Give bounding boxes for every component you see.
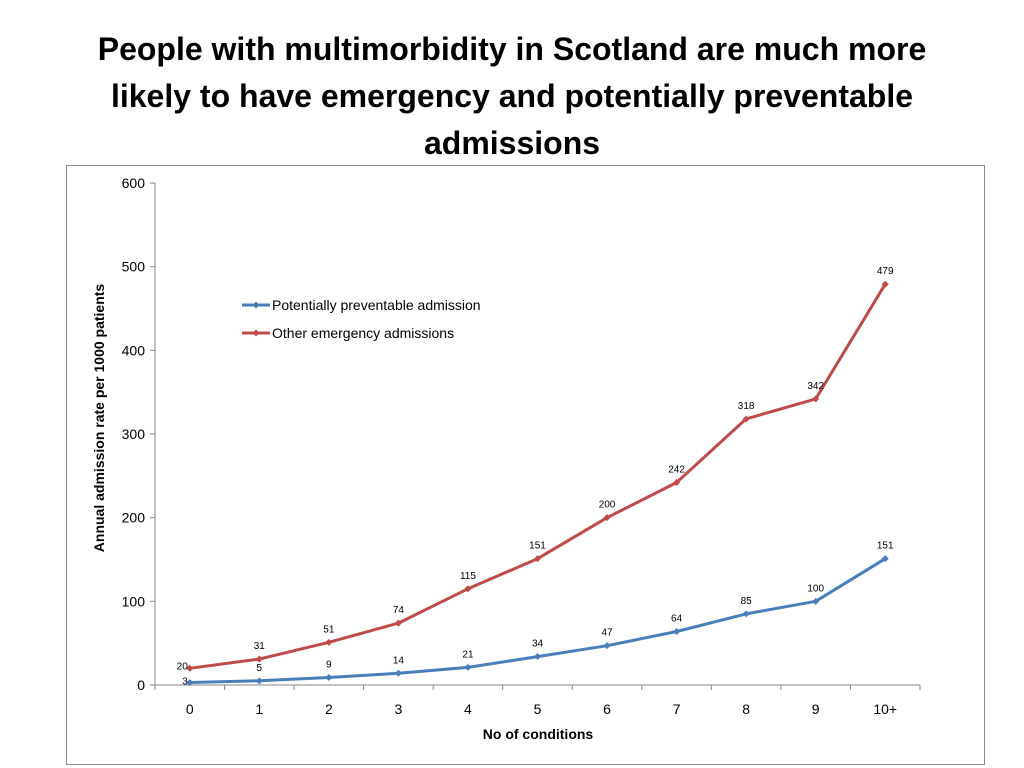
legend-entry: Other emergency admissions bbox=[272, 325, 454, 341]
data-label: 479 bbox=[877, 266, 894, 277]
data-label: 85 bbox=[741, 596, 753, 607]
x-tick-label: 2 bbox=[325, 701, 333, 717]
y-tick-label: 400 bbox=[122, 342, 146, 358]
data-point bbox=[186, 664, 194, 672]
y-tick-label: 500 bbox=[122, 259, 146, 275]
data-point bbox=[881, 280, 889, 288]
legend-marker bbox=[252, 301, 260, 309]
data-label: 151 bbox=[529, 541, 546, 552]
data-labels: 3 5 9 14 21 34 47 64 85 100 151 20 31 51 74 115 151 200 24… bbox=[177, 266, 894, 687]
x-tick-label: 5 bbox=[534, 701, 542, 717]
data-label: 242 bbox=[668, 465, 685, 476]
series-line-2 bbox=[189, 283, 887, 670]
legend-entry: Potentially preventable admission bbox=[272, 297, 481, 313]
data-point bbox=[464, 585, 472, 593]
data-label: 47 bbox=[601, 628, 613, 639]
y-tick-label: 200 bbox=[122, 510, 146, 526]
data-point bbox=[255, 655, 263, 663]
x-tick-label: 8 bbox=[742, 701, 750, 717]
y-tick-labels: 0 100 200 300 400 500 600 bbox=[122, 175, 146, 693]
data-label: 342 bbox=[807, 381, 824, 392]
data-label: 20 bbox=[177, 661, 189, 672]
x-tick-label: 1 bbox=[255, 701, 263, 717]
data-label: 74 bbox=[393, 605, 405, 616]
data-label: 5 bbox=[257, 663, 263, 674]
series-line-1 bbox=[189, 557, 886, 684]
data-label: 3 bbox=[182, 676, 188, 687]
data-label: 9 bbox=[326, 659, 332, 670]
x-tick-label: 9 bbox=[812, 701, 820, 717]
data-label: 151 bbox=[877, 541, 894, 552]
data-point bbox=[673, 627, 681, 635]
data-point bbox=[325, 638, 333, 646]
data-label: 200 bbox=[599, 500, 616, 511]
data-point bbox=[603, 514, 611, 522]
x-tick-label: 4 bbox=[464, 701, 472, 717]
slide-title: People with multimorbidity in Scotland a… bbox=[97, 31, 927, 161]
legend-marker bbox=[252, 329, 260, 337]
data-point bbox=[534, 555, 541, 563]
data-point bbox=[186, 678, 194, 686]
data-point bbox=[394, 619, 402, 627]
data-point bbox=[812, 395, 820, 403]
data-label: 318 bbox=[738, 401, 755, 412]
data-label: 14 bbox=[393, 655, 405, 666]
data-point bbox=[742, 415, 750, 423]
x-tick-label: 3 bbox=[395, 701, 403, 717]
data-point bbox=[534, 653, 541, 661]
data-point bbox=[603, 642, 611, 650]
data-point bbox=[255, 677, 263, 685]
data-point bbox=[325, 673, 333, 681]
x-tick-label: 0 bbox=[186, 701, 194, 717]
y-axis-title: Annual admission rate per 1000 patients bbox=[91, 284, 107, 553]
data-label: 34 bbox=[532, 639, 544, 650]
data-label: 100 bbox=[807, 583, 824, 594]
x-tick-label: 6 bbox=[603, 701, 611, 717]
series-lines bbox=[186, 280, 889, 686]
x-tick-labels: 0 1 2 3 4 5 6 7 8 9 10+ bbox=[186, 701, 897, 717]
data-point bbox=[881, 555, 889, 563]
y-tick-label: 0 bbox=[137, 677, 145, 693]
data-label: 115 bbox=[460, 571, 476, 582]
data-label: 51 bbox=[323, 624, 335, 635]
data-point bbox=[464, 663, 472, 671]
data-point bbox=[394, 669, 402, 677]
data-point bbox=[742, 610, 750, 618]
y-tick-label: 300 bbox=[122, 426, 146, 442]
x-tick-label: 10+ bbox=[873, 701, 897, 717]
y-tick-label: 100 bbox=[122, 593, 146, 609]
axes bbox=[150, 182, 921, 690]
x-tick-label: 7 bbox=[673, 701, 681, 717]
data-point bbox=[673, 479, 681, 487]
data-label: 21 bbox=[462, 649, 474, 660]
legend: Potentially preventable admission Other e… bbox=[242, 297, 481, 341]
data-label: 31 bbox=[254, 641, 266, 652]
data-label: 64 bbox=[671, 613, 683, 624]
y-tick-label: 600 bbox=[122, 175, 146, 191]
chart-area: 0 100 200 300 400 500 600 0 1 2 3 4 5 6 7 8 9 10+ 3 5 9 14 2… bbox=[66, 165, 985, 765]
x-axis-title: No of conditions bbox=[483, 726, 594, 742]
data-point bbox=[812, 597, 820, 605]
